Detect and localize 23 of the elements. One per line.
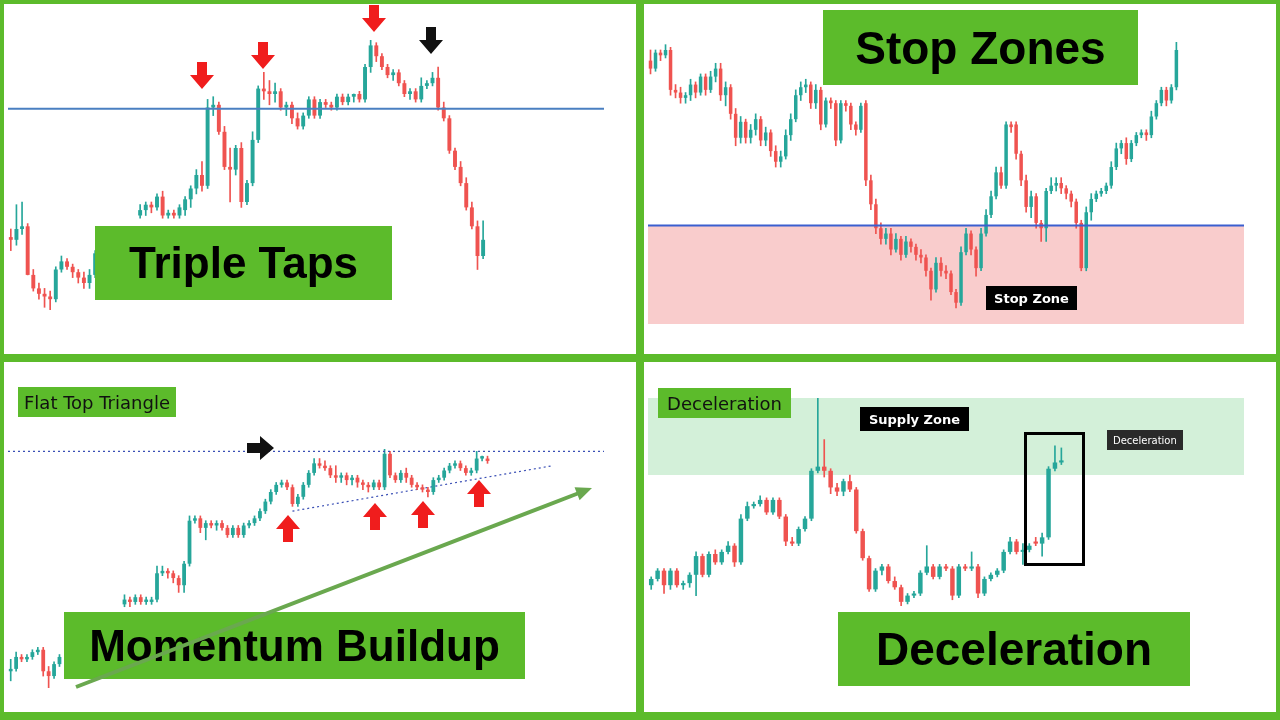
chart-title: Stop Zones [823, 10, 1138, 85]
candlestick [203, 520, 208, 541]
text: Deceleration [838, 612, 1190, 686]
candlestick [924, 545, 930, 576]
candlestick [1033, 537, 1038, 547]
candlestick [273, 82, 278, 103]
text: Triple Taps [95, 226, 392, 300]
candlestick [844, 100, 848, 112]
annotation: Deceleration [1107, 430, 1183, 450]
text: Momentum Buildup [64, 612, 525, 679]
candlestick [751, 501, 756, 509]
candlestick [211, 96, 216, 116]
candlestick [408, 88, 412, 100]
candlestick [391, 69, 396, 81]
candlestick [228, 147, 233, 203]
chart-subtitle: Deceleration [658, 388, 791, 418]
band-label: Supply Zone [860, 407, 969, 431]
candlestick [1054, 177, 1058, 192]
band-label: Stop Zone [986, 286, 1077, 310]
candlestick [333, 465, 338, 483]
chart-subtitle: Flat Top Triangle [18, 387, 176, 417]
candlestick [8, 228, 13, 251]
candlestick [20, 201, 25, 235]
